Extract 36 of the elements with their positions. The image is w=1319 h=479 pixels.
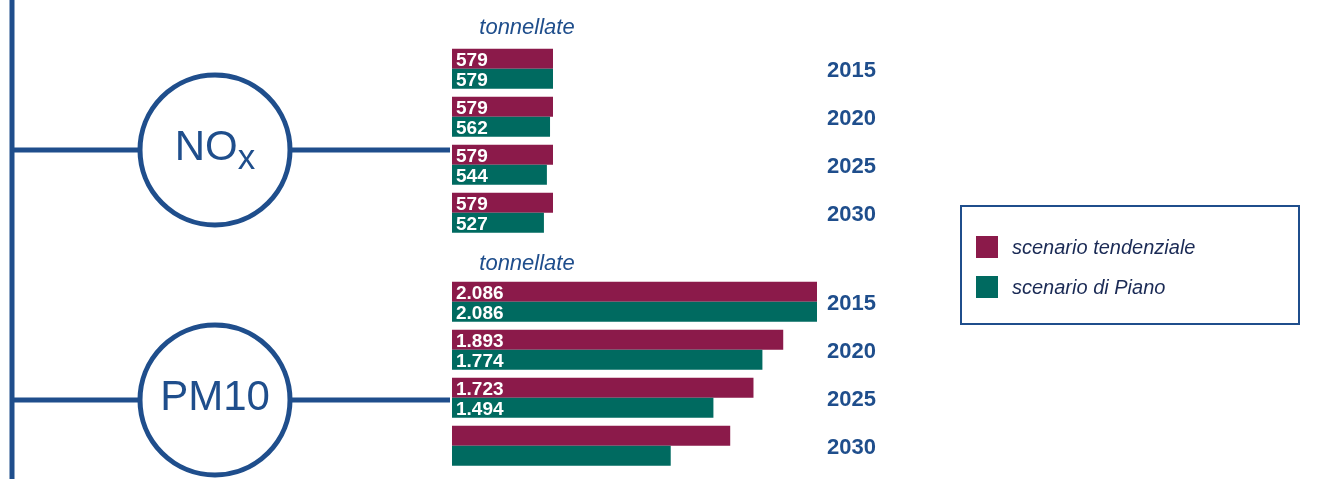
x-axis-title: tonnellate [478,250,576,276]
y-tick-label: 2025 [827,153,876,178]
y-tick-label: 2030 [827,201,876,226]
y-tick-label: 2020 [827,338,876,363]
text: NO$_{x}$ [173,122,257,178]
data-label: 579 [456,68,488,90]
data-label: 1.774 [456,349,504,371]
text: PM10 [159,372,271,420]
legend-label: scenario di Piano [1012,275,1166,299]
legend-label: scenario tendenziale [1012,235,1196,259]
y-tick-label: 2015 [827,290,876,315]
y-tick-label: 2030 [827,434,876,459]
data-label: 1.494 [456,397,504,419]
y-tick-label: 2020 [827,105,876,130]
bar [452,445,671,466]
data-label: 1.723 [456,377,504,399]
data-label: 562 [456,116,488,138]
bar [452,329,784,350]
data-label: 2.086 [456,281,504,303]
data-label: 527 [456,212,488,234]
y-tick-label: 2025 [827,386,876,411]
data-label: 579 [456,48,488,70]
bar [452,425,731,446]
bar [452,377,754,398]
data-label: 544 [456,164,489,186]
bar [452,281,817,302]
data-label: 579 [456,144,488,166]
data-label: 579 [456,192,488,214]
data-label: 1.893 [456,329,504,351]
bar [452,349,763,370]
y-tick-label: 2015 [827,57,876,82]
x-axis-title: tonnellate [478,14,576,40]
data-label: 2.086 [456,301,504,323]
bar [452,397,714,418]
bar [452,301,817,322]
data-label: 579 [456,96,488,118]
